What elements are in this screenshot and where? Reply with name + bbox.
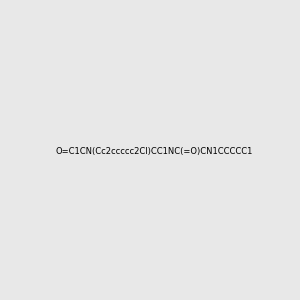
Text: O=C1CN(Cc2ccccc2Cl)CC1NC(=O)CN1CCCCC1: O=C1CN(Cc2ccccc2Cl)CC1NC(=O)CN1CCCCC1 [55,147,252,156]
